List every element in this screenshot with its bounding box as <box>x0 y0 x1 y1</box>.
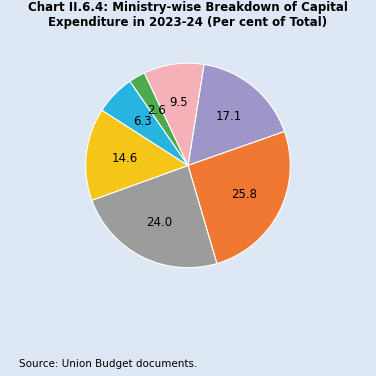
Text: Source: Union Budget documents.: Source: Union Budget documents. <box>19 359 197 368</box>
Wedge shape <box>102 81 188 165</box>
Wedge shape <box>86 110 188 200</box>
Text: 17.1: 17.1 <box>215 110 242 123</box>
Title: Chart II.6.4: Ministry-wise Breakdown of Capital
Expenditure in 2023-24 (Per cen: Chart II.6.4: Ministry-wise Breakdown of… <box>28 2 348 29</box>
Wedge shape <box>130 73 188 165</box>
Text: 14.6: 14.6 <box>112 152 138 165</box>
Text: 6.3: 6.3 <box>133 115 152 128</box>
Text: 2.6: 2.6 <box>147 104 166 117</box>
Wedge shape <box>144 63 204 165</box>
Wedge shape <box>188 64 285 165</box>
Text: 25.8: 25.8 <box>232 188 258 201</box>
Wedge shape <box>188 132 290 264</box>
Text: 24.0: 24.0 <box>146 215 173 229</box>
Text: 9.5: 9.5 <box>170 96 188 109</box>
Wedge shape <box>92 165 217 268</box>
